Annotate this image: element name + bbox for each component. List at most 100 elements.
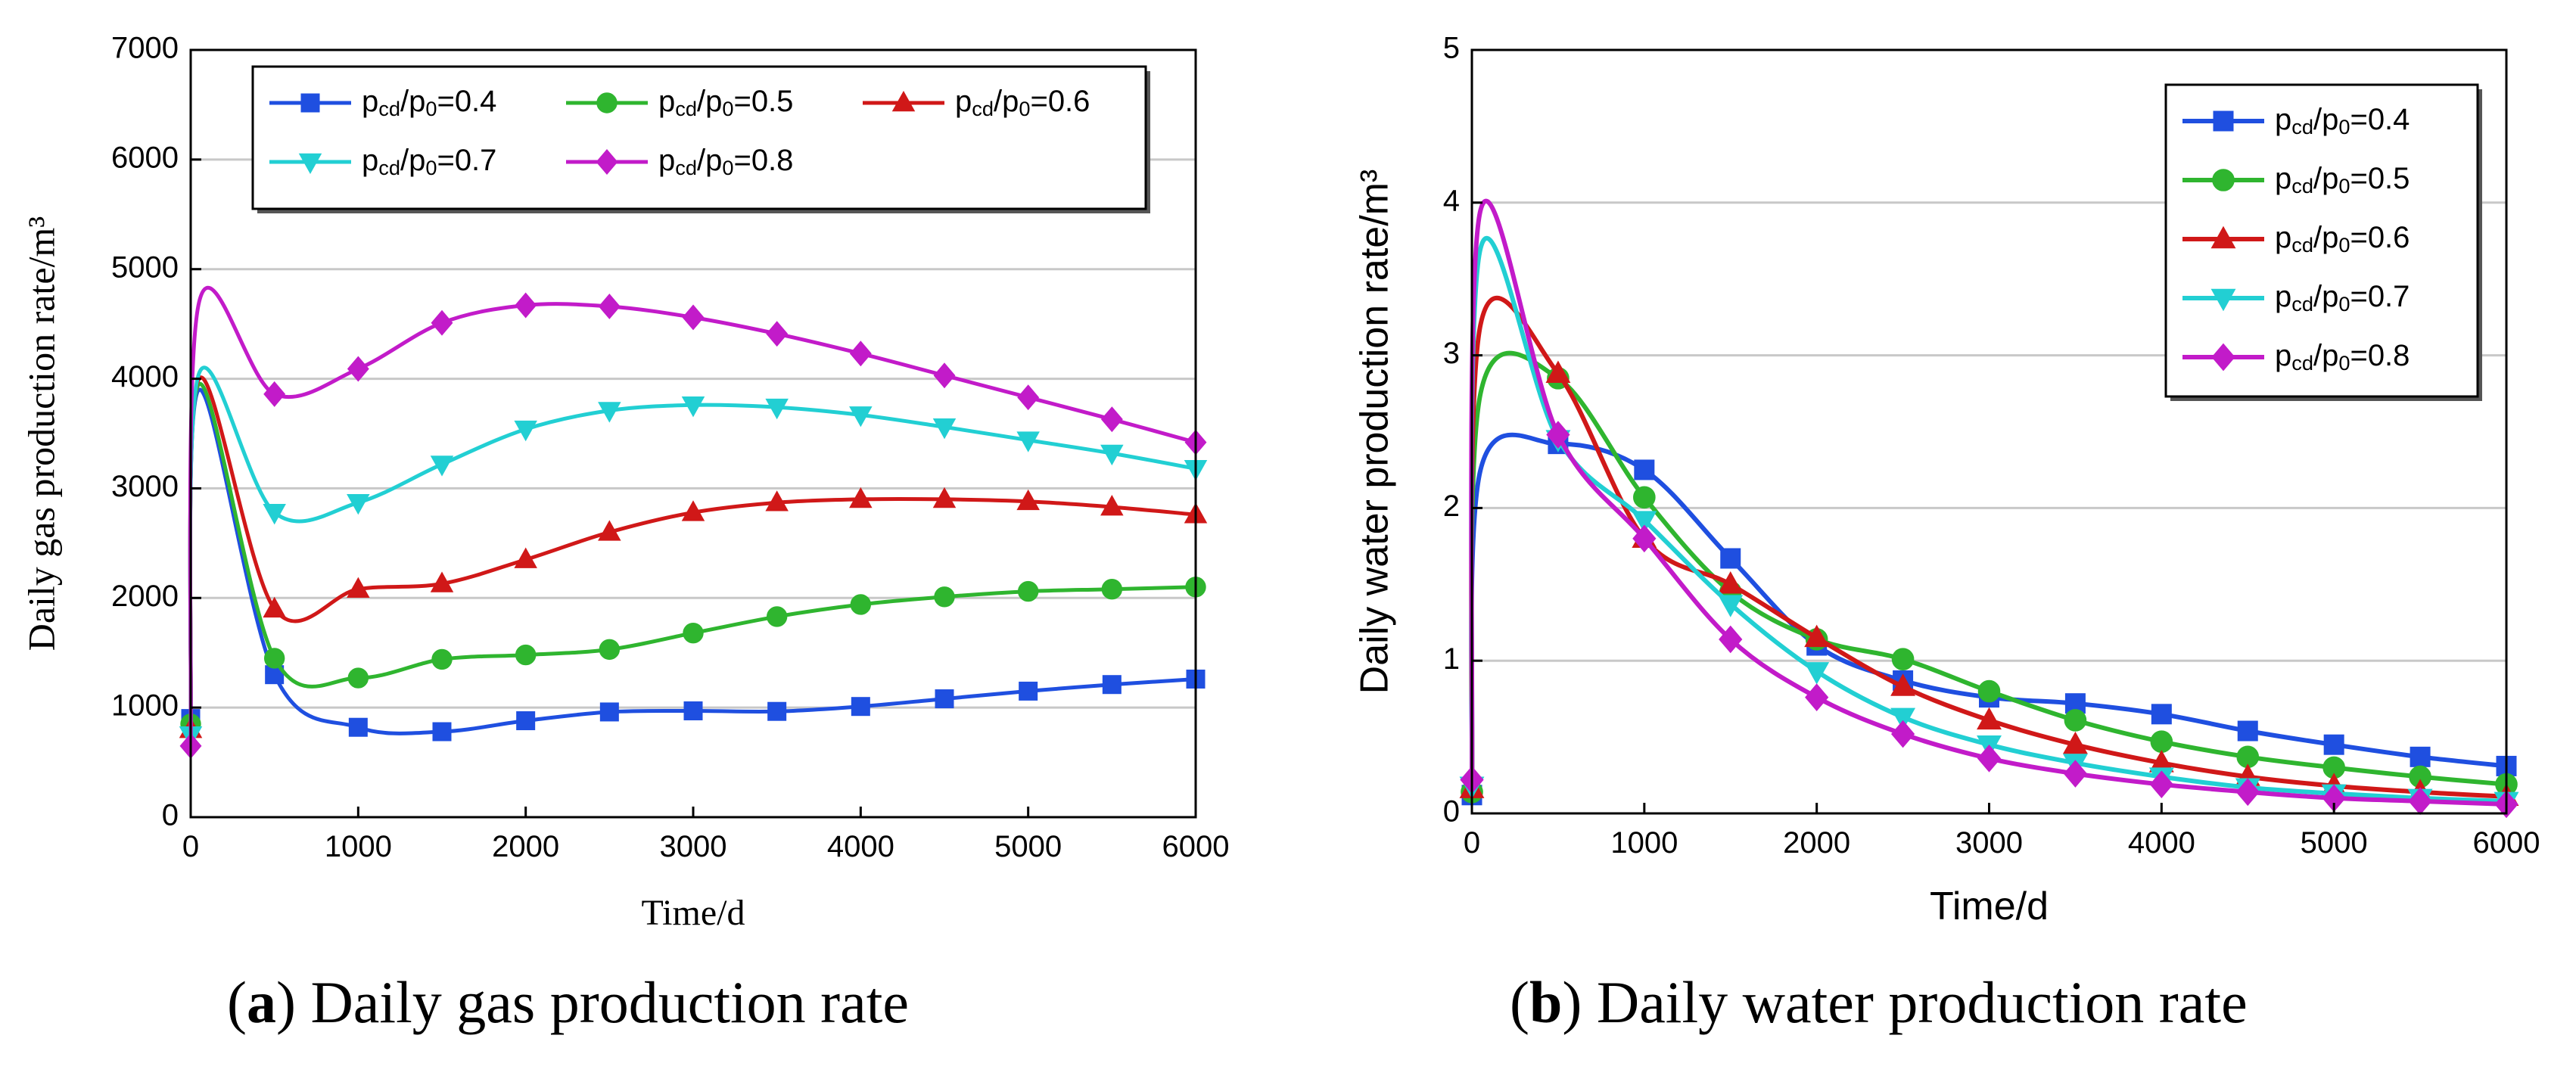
x-tick-label: 1000 (325, 830, 392, 863)
legend-entry-4: pcd/p0=0.7 (2182, 280, 2410, 316)
legend-label-p: p (658, 85, 675, 118)
data-point (1634, 459, 1655, 480)
data-point (1017, 580, 1039, 602)
series-2 (180, 382, 1206, 735)
series-4 (179, 365, 1208, 748)
data-point (347, 577, 370, 598)
data-point (1804, 624, 1830, 648)
x-tick-label: 6000 (1162, 830, 1230, 863)
data-point (933, 362, 956, 389)
series-2 (1461, 350, 2518, 804)
data-point (849, 340, 872, 367)
legend-label-sub-cd: cd (2291, 174, 2313, 197)
data-point (1102, 675, 1122, 695)
data-point (1804, 662, 1830, 685)
legend-label-mid: /p (994, 85, 1019, 118)
data-point (430, 571, 454, 592)
legend-label-sub-cd: cd (675, 97, 697, 120)
data-point (347, 356, 369, 382)
legend-label-sub-cd: cd (378, 156, 400, 179)
y-tick-label: 2000 (111, 580, 179, 613)
data-point (1718, 595, 1744, 617)
data-point (1632, 524, 1657, 553)
legend-marker (2211, 343, 2235, 372)
legend-label-p: p (955, 85, 972, 118)
data-point (1632, 511, 1657, 533)
legend-label: pcd/p0=0.5 (658, 85, 793, 121)
series-line (1469, 295, 2507, 799)
y-tick-label: 4000 (111, 360, 179, 393)
legend-label-value: =0.6 (1030, 85, 1090, 118)
legend-label-sub-cd: cd (2291, 351, 2313, 375)
x-tick-label: 1000 (1610, 826, 1678, 860)
data-point (849, 406, 873, 428)
legend-label: pcd/p0=0.6 (2275, 221, 2410, 257)
x-tick-label: 0 (1464, 826, 1480, 860)
data-point (767, 701, 787, 721)
series-5 (179, 285, 1207, 759)
chart-b: 0 1000 2000 3000 4000 5000 6000 0 1 2 3 4 5 Time/d Dai… (1353, 32, 2540, 928)
data-point (1546, 421, 1570, 449)
legend-label-sub-0: 0 (2338, 292, 2350, 316)
x-tick-label: 4000 (827, 830, 894, 863)
legend-label-sub-0: 0 (425, 156, 437, 179)
y-tick-label: 1000 (111, 689, 179, 723)
legend-label-value: =0.5 (733, 85, 793, 118)
y-tick-label: 2 (1443, 490, 1460, 523)
legend-label-sub-cd: cd (2291, 115, 2313, 138)
legend-entry-3: pcd/p0=0.6 (863, 85, 1090, 120)
legend-label-value: =0.8 (2350, 339, 2410, 372)
data-point (2235, 778, 2260, 807)
legend-entry-5: pcd/p0=0.8 (566, 144, 793, 180)
legend-label-sub-cd: cd (675, 156, 697, 179)
legend-box (251, 65, 1147, 210)
legend-entry-4: pcd/p0=0.7 (269, 144, 496, 179)
legend-label: pcd/p0=0.8 (2275, 339, 2410, 375)
legend-label-mid: /p (400, 144, 425, 177)
legend-label: pcd/p0=0.5 (2275, 162, 2410, 198)
caption-b: (b) Daily water production rate (1510, 969, 2248, 1035)
y-axis-label: Daily water production rate/m³ (1353, 169, 1397, 695)
data-point (681, 500, 705, 521)
legend-label-sub-cd: cd (972, 97, 994, 120)
legend-entry-2: pcd/p0=0.5 (566, 85, 793, 121)
data-point (1100, 444, 1124, 466)
legend-label-sub-cd: cd (2291, 292, 2313, 316)
legend: pcd/p0=0.4pcd/p0=0.5pcd/p0=0.6pcd/p0=0.7… (2164, 83, 2482, 401)
data-point (2149, 770, 2173, 798)
series-line (188, 365, 1196, 735)
legend-label: pcd/p0=0.8 (658, 144, 793, 180)
data-point (515, 292, 537, 319)
caption-b-letter: b (1529, 969, 1563, 1035)
legend-marker (298, 153, 322, 175)
data-point (682, 304, 705, 331)
data-point (515, 644, 537, 666)
data-point (1719, 625, 1743, 654)
caption-a: (a) Daily gas production rate (227, 969, 910, 1035)
legend-label: pcd/p0=0.7 (2275, 280, 2410, 316)
legend-marker (2210, 225, 2236, 249)
series-line (1469, 432, 2507, 795)
x-axis-label: Time/d (642, 893, 745, 933)
series-line (188, 382, 1196, 724)
series-5 (1460, 199, 2518, 819)
legend-label-mid: /p (697, 85, 722, 118)
legend-label-sub-0: 0 (2338, 174, 2350, 197)
y-tick-label: 6000 (111, 141, 179, 174)
legend-label-value: =0.6 (2350, 221, 2410, 254)
legend-label-sub-cd: cd (378, 97, 400, 120)
legend-label-p: p (362, 85, 378, 118)
series-line (1469, 350, 2507, 792)
data-point (2323, 734, 2344, 755)
data-point (934, 586, 955, 608)
data-point (850, 594, 872, 615)
legend-label-mid: /p (2313, 221, 2338, 254)
legend-label-value: =0.4 (437, 85, 496, 118)
legend-label: pcd/p0=0.4 (362, 85, 496, 121)
legend-entry-5: pcd/p0=0.8 (2182, 339, 2410, 375)
x-tick-label: 6000 (2473, 826, 2540, 860)
legend-label-value: =0.7 (437, 144, 496, 177)
x-tick-label: 0 (182, 830, 199, 863)
data-point (1101, 578, 1123, 600)
